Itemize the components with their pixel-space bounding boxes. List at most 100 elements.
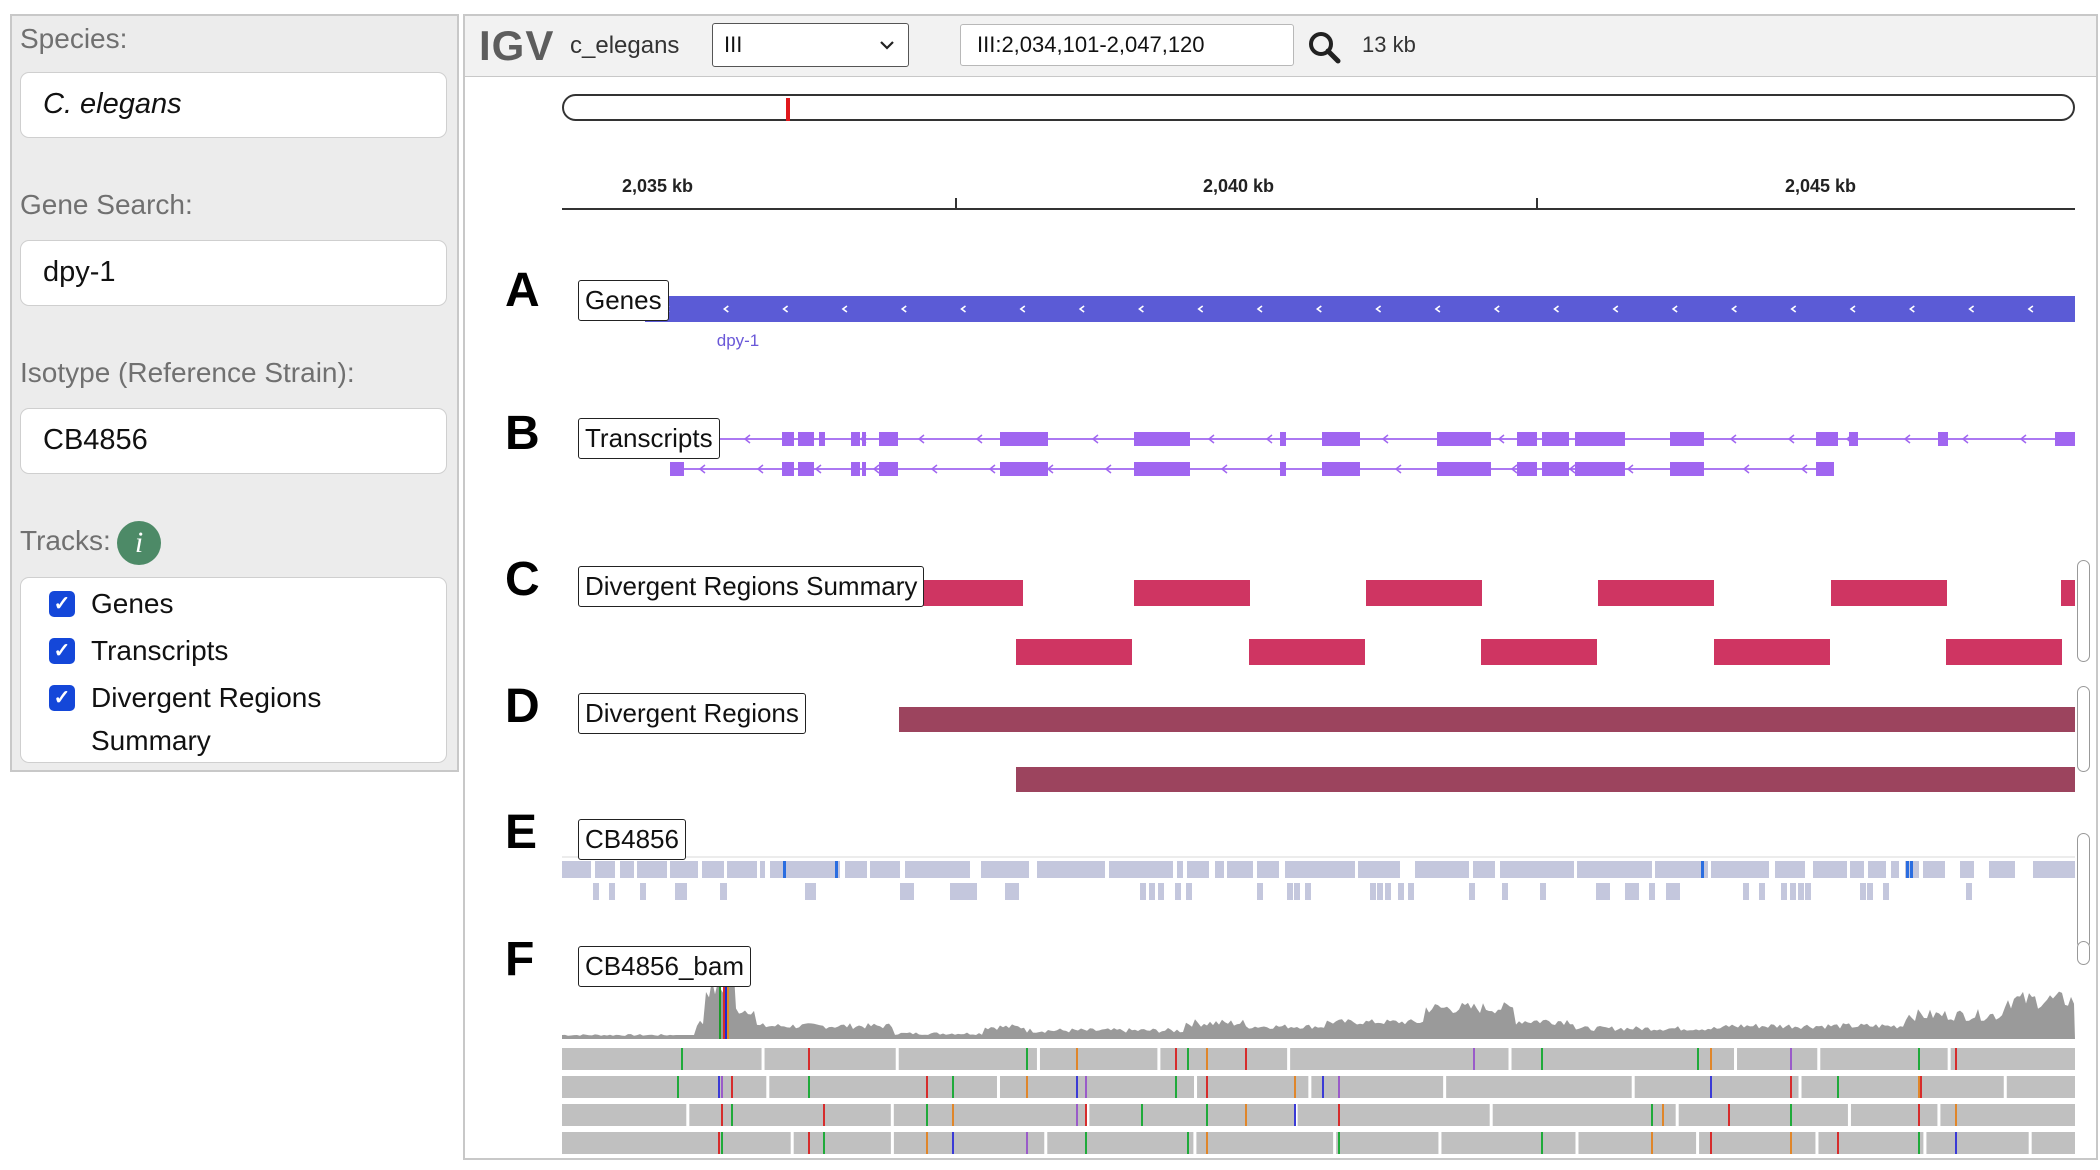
read-mismatch	[1245, 1048, 1247, 1070]
strand-arrow	[1265, 434, 1273, 444]
variant-call	[675, 883, 681, 900]
aligned-read	[1678, 1104, 1848, 1126]
transcript-exon	[1670, 462, 1704, 476]
variant-call	[609, 883, 615, 900]
variant-call	[1966, 883, 1972, 900]
transcript-exon	[1517, 462, 1537, 476]
track-name-cb4856-bam[interactable]: CB4856_bam	[578, 946, 751, 987]
read-mismatch	[1918, 1076, 1920, 1098]
strand-arrow	[1394, 464, 1402, 474]
strand-arrow	[1497, 434, 1505, 444]
chromosome-value: III	[724, 32, 743, 57]
aligned-read	[689, 1104, 891, 1126]
transcript-exon	[1280, 432, 1286, 446]
transcript-exon	[1000, 432, 1048, 446]
aligned-read	[1578, 1132, 1697, 1154]
read-mismatch	[1026, 1048, 1028, 1070]
strand-arrow	[1790, 305, 1797, 313]
aligned-read	[1446, 1076, 1632, 1098]
variant-call	[1923, 861, 1945, 878]
variant-call	[1883, 883, 1889, 900]
aligned-read	[793, 1132, 891, 1154]
read-mismatch	[823, 1132, 825, 1154]
genome-name: c_elegans	[570, 32, 680, 59]
search-icon[interactable]	[1307, 30, 1343, 66]
read-mismatch	[926, 1132, 928, 1154]
read-mismatch	[1338, 1132, 1340, 1154]
transcript-exon	[2055, 432, 2075, 446]
transcript-exon	[1575, 432, 1625, 446]
track-canvas[interactable]: dpy-1	[465, 16, 2098, 1160]
variant-call	[1850, 861, 1864, 878]
strand-arrow	[960, 305, 966, 313]
track-scrollbar[interactable]	[2077, 833, 2090, 949]
aligned-read	[999, 1076, 1195, 1098]
read-mismatch	[1026, 1076, 1028, 1098]
checkbox-checked-icon[interactable]: ✓	[49, 638, 75, 664]
divergent-summary-block	[1249, 639, 1365, 665]
divergent-summary-block	[2061, 580, 2075, 606]
checkbox-checked-icon[interactable]: ✓	[49, 685, 75, 711]
strand-arrow	[975, 434, 983, 444]
checkbox-checked-icon[interactable]: ✓	[49, 591, 75, 617]
variant-call	[1960, 861, 1974, 878]
transcript-exon	[1575, 462, 1625, 476]
aligned-read	[769, 1076, 997, 1098]
transcript-exon	[1134, 462, 1190, 476]
aligned-read	[562, 1132, 791, 1154]
strand-arrow	[1078, 305, 1085, 313]
read-mismatch	[1837, 1132, 1839, 1154]
transcript-exon	[851, 432, 860, 446]
read-mismatch	[1790, 1132, 1792, 1154]
read-mismatch	[1651, 1132, 1653, 1154]
aligned-read	[1047, 1132, 1194, 1154]
ruler-label: 2,040 kb	[1203, 176, 1275, 196]
gene-search-input[interactable]: dpy-1	[20, 240, 447, 306]
strand-arrow	[988, 464, 996, 474]
isotype-input[interactable]: CB4856	[20, 408, 447, 474]
strand-arrow	[1019, 305, 1026, 313]
species-input[interactable]: C. elegans	[20, 72, 447, 138]
read-mismatch	[1338, 1104, 1340, 1126]
variant-call	[981, 861, 1029, 878]
strand-arrow	[1671, 305, 1678, 313]
read-mismatch	[721, 1132, 723, 1154]
info-icon[interactable]: i	[117, 521, 161, 565]
variant-call	[1294, 883, 1300, 900]
read-mismatch	[1338, 1076, 1340, 1098]
locus-search-input[interactable]: III:2,034,101-2,047,120	[960, 24, 1294, 66]
track-scrollbar[interactable]	[2077, 941, 2090, 965]
track-option-label-line2: Summary	[91, 725, 211, 756]
strand-arrow	[698, 464, 706, 474]
alignment-reads-track	[562, 1048, 2075, 1154]
gene-feature-dpy-1	[645, 296, 2075, 322]
track-name-genes[interactable]: Genes	[578, 280, 669, 321]
track-name-divergent-regions[interactable]: Divergent Regions	[578, 693, 806, 734]
read-mismatch	[731, 1104, 733, 1126]
read-mismatch	[1710, 1048, 1712, 1070]
aligned-read	[1311, 1076, 1444, 1098]
chromosome-select[interactable]: III	[712, 23, 909, 67]
strand-arrow	[756, 464, 764, 474]
strand-arrow	[1256, 305, 1263, 313]
variant-call	[1602, 883, 1608, 900]
track-scrollbar[interactable]	[2077, 686, 2090, 772]
track-scrollbar[interactable]	[2077, 560, 2090, 662]
strand-arrow	[1626, 464, 1634, 474]
read-mismatch	[1206, 1076, 1208, 1098]
variant-call	[810, 883, 816, 900]
transcript-exon	[1542, 462, 1569, 476]
aligned-read	[1699, 1132, 1816, 1154]
track-name-cb4856[interactable]: CB4856	[578, 819, 686, 860]
variant-call	[770, 861, 840, 878]
chromosome-ideogram[interactable]	[562, 94, 2075, 121]
read-mismatch	[1294, 1104, 1296, 1126]
variant-call	[1215, 861, 1224, 878]
variant-call-highlight	[1910, 861, 1913, 878]
variant-call	[1037, 861, 1105, 878]
variant-call	[950, 883, 964, 900]
track-name-transcripts[interactable]: Transcripts	[578, 418, 720, 459]
track-option-label: Divergent Regions	[91, 682, 322, 713]
variant-call	[1891, 861, 1899, 878]
track-name-divergent-summary[interactable]: Divergent Regions Summary	[578, 566, 925, 607]
